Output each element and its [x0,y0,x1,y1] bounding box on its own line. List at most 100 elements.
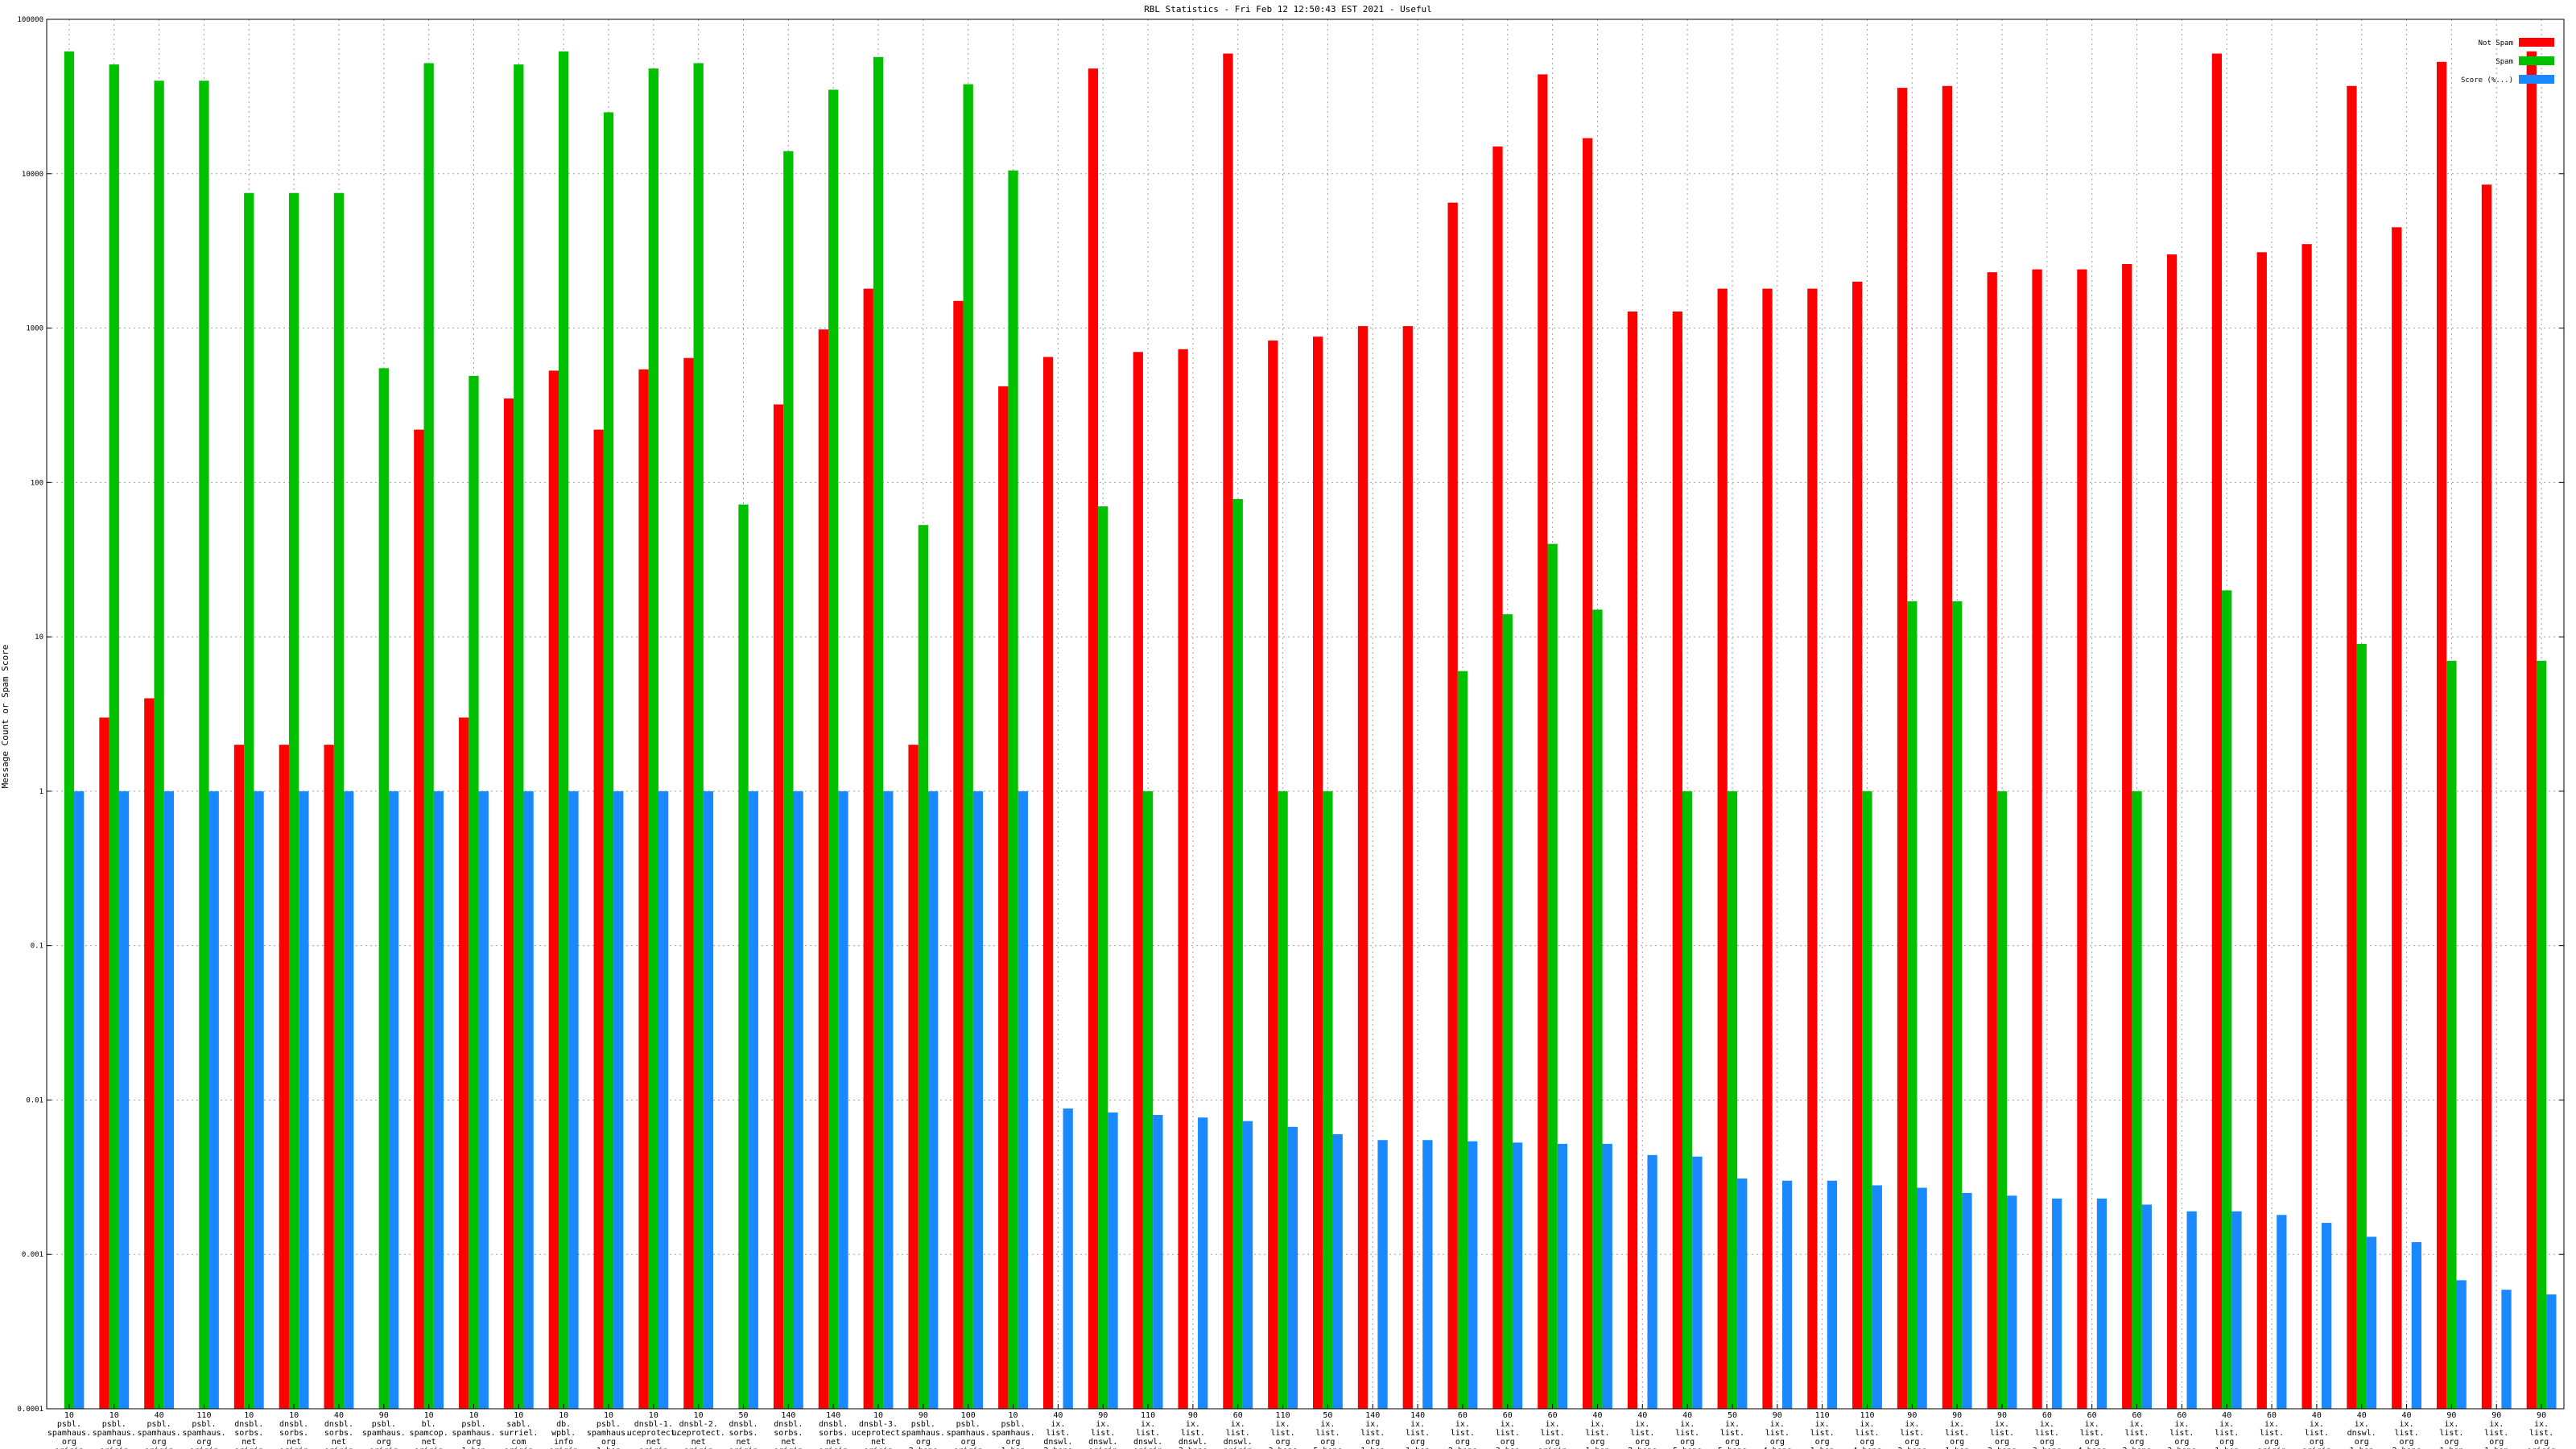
bar-score [2501,1290,2512,1409]
x-tick-label-line: 40 [2312,1411,2322,1420]
x-tick-label-line: 1 hop [2439,1447,2463,1449]
x-tick-label-line: spamhaus. [47,1429,91,1438]
x-tick-label-line: surriel. [499,1429,538,1438]
x-tick-label-line: 10 [514,1411,523,1420]
bar-score [1332,1133,1343,1409]
bar-spam [288,192,299,1409]
x-tick-label-line: net [691,1438,706,1447]
bar-spam [199,80,209,1410]
bar-score [2277,1215,2287,1409]
bar-not-spam [683,357,694,1409]
bar-not-spam [2392,227,2402,1409]
bar-spam [693,63,704,1410]
x-tick-label-line: spamhaus. [138,1429,181,1438]
x-tick-label-line: org [1365,1438,1380,1447]
bar-not-spam [1717,288,1728,1409]
bar-not-spam [414,429,424,1409]
x-tick-label-line: 40 [155,1411,164,1420]
x-tick-label-line: origin [2302,1447,2331,1449]
x-tick-label-line: org [377,1438,391,1447]
x-tick-label-line: org [1455,1438,1470,1447]
bar-score [478,791,489,1409]
bar-not-spam [1762,288,1773,1409]
x-tick-label-line: 2 hops [1988,1447,2017,1449]
bar-spam [469,375,479,1410]
x-tick-label-line: com [511,1438,526,1447]
x-tick-label-line: ix. [1320,1420,1335,1429]
x-tick-label-line: list. [2439,1429,2463,1438]
x-tick-label-line: 2 hops [1448,1447,1477,1449]
legend-swatch [2519,56,2554,65]
y-tick-label: 100000 [17,16,43,24]
plot-frame [46,19,2565,1410]
y-tick-label: 100 [31,479,43,487]
x-tick-label-line: list. [1541,1429,1565,1438]
x-tick-label-line: ix. [1590,1420,1604,1429]
x-tick-label-line: ix. [1635,1420,1649,1429]
x-tick-label-line: ix. [1096,1420,1110,1429]
legend-swatch [2519,38,2554,47]
bar-not-spam [638,369,649,1410]
x-tick-label-line: origin [819,1447,848,1449]
x-tick-label-line: ix. [2534,1420,2549,1429]
x-tick-label-line: spamhaus. [947,1429,990,1438]
x-tick-label-line: sorbs. [774,1429,803,1438]
x-tick-label-line: spamhaus. [902,1429,945,1438]
x-tick-label-line: dnsbl. [234,1420,263,1429]
x-tick-label-line: 140 [781,1411,795,1420]
bar-spam [2446,660,2457,1409]
bar-score [2051,1198,2062,1409]
x-tick-label-line: spamhaus. [93,1429,136,1438]
x-tick-label-line: 2 hops [1897,1447,1926,1449]
x-tick-label-line: net [332,1438,346,1447]
x-tick-label-line: 1 hop [1406,1447,1430,1449]
bar-score [658,791,669,1409]
x-tick-label-line: org [1635,1438,1649,1447]
bar-not-spam [1402,326,1413,1410]
x-tick-label-line: list. [2260,1429,2284,1438]
x-tick-label-line: 60 [2087,1411,2097,1420]
x-tick-label-line: 5 hops [1673,1447,1702,1449]
bar-spam [963,84,973,1410]
x-tick-label-line: org [152,1438,167,1447]
x-tick-label-line: ix. [1725,1420,1740,1429]
x-tick-label-line: org [2085,1438,2099,1447]
x-tick-label-line: ix. [2444,1420,2458,1429]
bar-spam [423,63,434,1410]
bar-not-spam [459,717,469,1409]
x-tick-label-line: wpbl. [551,1429,576,1438]
x-tick-label-line: sorbs. [279,1429,308,1438]
x-tick-label-line: net [242,1438,256,1447]
x-tick-label-line: 1 hop [2350,1447,2374,1449]
bar-score [1692,1156,1703,1409]
bar-spam [1323,791,1333,1409]
x-tick-label-line: ix. [1410,1420,1425,1429]
bar-not-spam [1223,53,1233,1410]
x-tick-label-line: org [1410,1438,1425,1447]
x-tick-label-line: dnsbl-3. [859,1420,898,1429]
x-tick-label-line: origin [234,1447,263,1449]
bar-not-spam [324,745,334,1409]
x-tick-label-line: org [1905,1438,1919,1447]
x-tick-label-line: list. [1360,1429,1385,1438]
x-tick-label-line: net [871,1438,886,1447]
x-tick-label-line: origin [1538,1447,1567,1449]
bar-score [1781,1180,1793,1409]
x-tick-label-line: 110 [1860,1411,1874,1420]
x-tick-label-line: ix. [2310,1420,2324,1429]
bar-score [1242,1121,1253,1409]
x-tick-label-line: 5 hops [1718,1447,1747,1449]
bar-not-spam [1042,357,1054,1410]
x-tick-label-line: list. [1181,1429,1205,1438]
x-tick-label-line: ix. [2129,1420,2144,1429]
bars [64,51,2557,1410]
